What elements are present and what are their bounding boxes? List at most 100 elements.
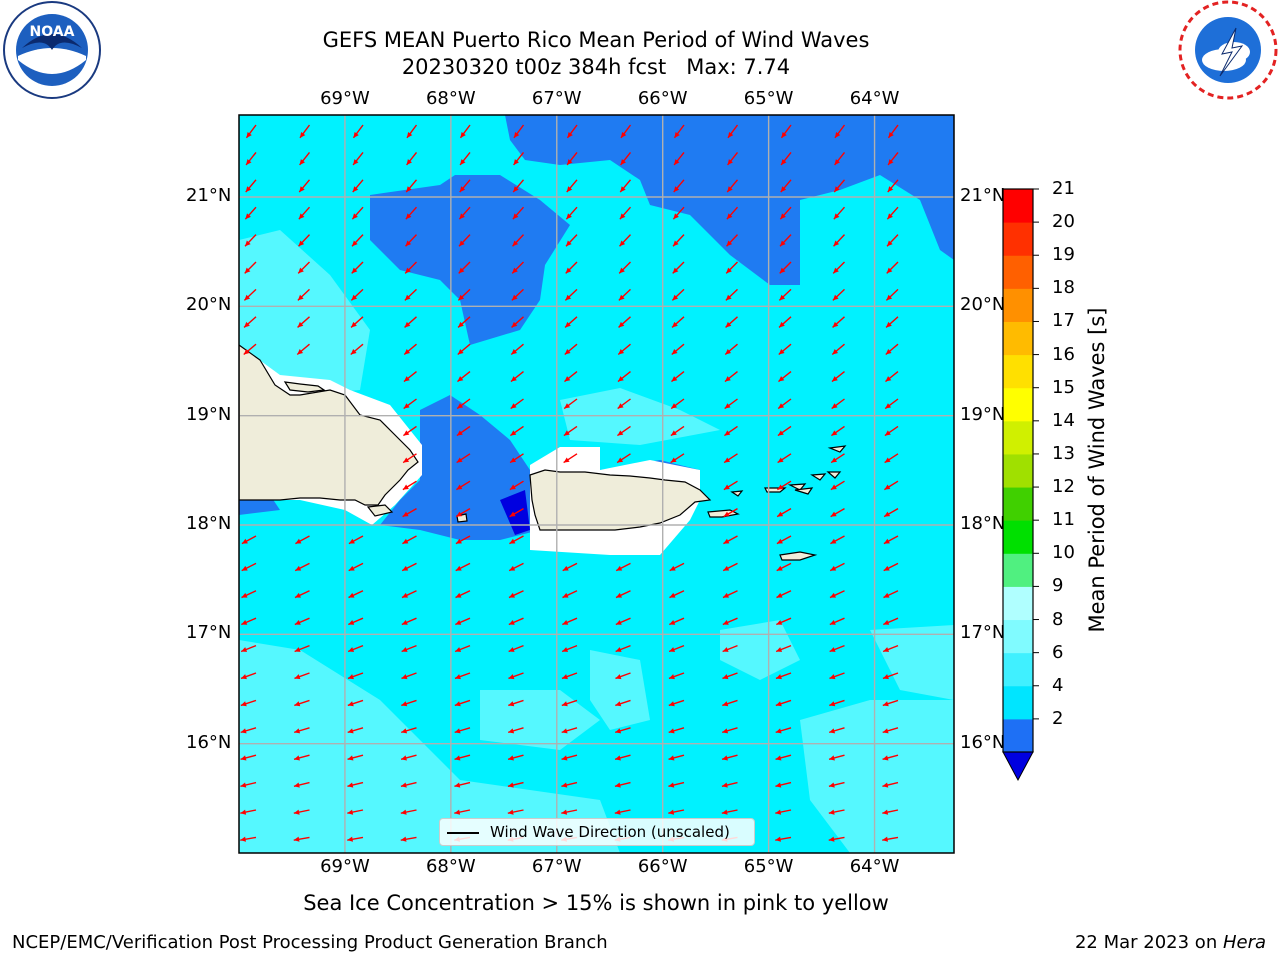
- wave-direction-arrow: [831, 371, 845, 383]
- wave-direction-arrow: [561, 809, 578, 815]
- wave-direction-arrow: [350, 316, 364, 328]
- nws-logo: [1178, 0, 1278, 100]
- wave-direction-arrow: [776, 562, 792, 572]
- wave-direction-arrow: [726, 179, 739, 193]
- wave-direction-arrow: [617, 371, 631, 383]
- colorbar-tick-label: 19: [1052, 244, 1075, 266]
- wave-direction-arrow: [295, 535, 310, 545]
- wave-direction-arrow: [882, 781, 899, 788]
- wave-direction-arrow: [240, 809, 257, 815]
- wave-direction-arrow: [511, 288, 524, 301]
- wave-direction-arrow: [620, 151, 632, 166]
- wave-direction-arrow: [828, 727, 845, 734]
- wave-direction-arrow: [454, 727, 471, 734]
- colorbar-tick-label: 20: [1052, 211, 1075, 233]
- wave-direction-arrow: [402, 480, 417, 491]
- wave-direction-arrow: [562, 590, 578, 599]
- wave-direction-arrow: [828, 809, 845, 815]
- wave-direction-arrow: [457, 316, 471, 328]
- wave-direction-arrow: [455, 617, 471, 626]
- wave-direction-arrow: [726, 206, 739, 220]
- wave-direction-arrow: [347, 809, 364, 815]
- colorbar-band: [1003, 321, 1033, 356]
- lat-label-left: 21°N: [186, 185, 232, 206]
- wave-direction-arrow: [347, 672, 364, 680]
- wave-direction-arrow: [245, 124, 257, 139]
- lat-label-right: 19°N: [960, 403, 1006, 425]
- wave-direction-arrow: [885, 343, 899, 356]
- wave-direction-arrow: [243, 316, 257, 328]
- footer-date: 22 Mar 2023 on Hera: [1075, 932, 1266, 953]
- wave-direction-arrow: [562, 617, 578, 626]
- wave-direction-arrow: [561, 727, 578, 734]
- wave-direction-arrow: [778, 371, 792, 383]
- wave-direction-arrow: [834, 124, 846, 139]
- wave-direction-arrow: [298, 234, 311, 247]
- wave-direction-arrow: [615, 672, 631, 680]
- wave-direction-arrow: [348, 617, 364, 626]
- wave-direction-arrow: [882, 672, 899, 680]
- wave-direction-arrow: [403, 371, 417, 383]
- colorbar-band: [1003, 553, 1033, 587]
- wave-direction-arrow: [615, 562, 631, 572]
- wave-direction-arrow: [778, 288, 792, 301]
- wave-direction-arrow: [457, 288, 471, 301]
- wave-direction-arrow: [615, 617, 631, 626]
- wave-direction-arrow: [620, 124, 632, 139]
- wave-direction-arrow: [723, 535, 738, 545]
- lon-label-bottom: 66°W: [637, 856, 688, 877]
- footer-host: Hera: [1222, 932, 1266, 953]
- wave-direction-arrow: [778, 343, 792, 356]
- wave-direction-arrow: [725, 288, 738, 301]
- wave-direction-arrow: [725, 316, 738, 328]
- wave-direction-arrow: [456, 425, 471, 437]
- colorbar-tick-label: 12: [1052, 476, 1075, 498]
- wave-direction-arrow: [830, 425, 845, 437]
- colorbar-band: [1003, 487, 1033, 521]
- map-field: [239, 115, 954, 853]
- wave-direction-arrow: [347, 699, 364, 707]
- wave-direction-arrow: [561, 699, 578, 707]
- wave-direction-arrow: [402, 535, 417, 545]
- colorbar-tick-label: 21: [1052, 178, 1075, 199]
- wave-direction-arrow: [401, 644, 417, 653]
- wave-direction-arrow: [721, 809, 738, 815]
- colorbar-tick-label: 13: [1052, 442, 1075, 464]
- chart-title: GEFS MEAN Puerto Rico Mean Period of Win…: [322, 28, 870, 52]
- wave-direction-arrow: [293, 727, 310, 734]
- wave-direction-arrow: [294, 672, 310, 680]
- wave-direction-arrow: [615, 699, 631, 707]
- wave-direction-arrow: [884, 398, 899, 410]
- wave-direction-arrow: [299, 151, 311, 166]
- wave-direction-arrow: [775, 781, 792, 788]
- wave-direction-arrow: [296, 343, 310, 356]
- wave-direction-arrow: [777, 425, 792, 437]
- wave-direction-arrow: [459, 179, 471, 193]
- wave-direction-arrow: [351, 234, 364, 247]
- wave-direction-arrow: [617, 398, 631, 410]
- wave-direction-arrow: [564, 343, 578, 356]
- wave-direction-arrow: [241, 562, 257, 572]
- wave-direction-arrow: [829, 672, 845, 680]
- wave-direction-arrow: [513, 151, 525, 166]
- wave-direction-arrow: [882, 644, 899, 653]
- colorbar-band: [1003, 387, 1033, 422]
- wave-direction-arrow: [882, 699, 899, 707]
- wave-direction-arrow: [241, 617, 257, 626]
- lat-label-right: 16°N: [960, 731, 1006, 753]
- wave-direction-arrow: [565, 206, 578, 220]
- wave-direction-arrow: [405, 234, 418, 247]
- wave-direction-arrow: [512, 206, 525, 220]
- wave-direction-arrow: [402, 507, 417, 518]
- wave-direction-arrow: [509, 425, 524, 437]
- wave-direction-arrow: [830, 453, 845, 464]
- wave-direction-arrow: [561, 754, 578, 761]
- wave-direction-arrow: [830, 507, 845, 518]
- colorbar-band: [1003, 718, 1033, 753]
- colorbar-tick-label: 10: [1052, 542, 1075, 564]
- wave-direction-arrow: [400, 727, 417, 734]
- wave-direction-arrow: [297, 261, 310, 274]
- wave-direction-arrow: [401, 617, 417, 626]
- wave-direction-arrow: [509, 453, 524, 464]
- wave-direction-arrow: [566, 151, 578, 166]
